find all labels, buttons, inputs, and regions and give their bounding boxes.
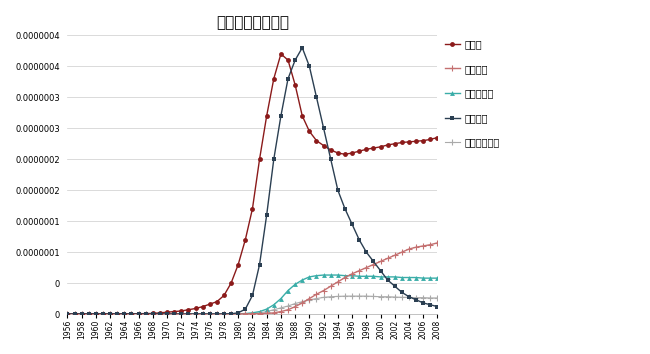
机器人	[163, 310, 171, 314]
专家系统	[398, 290, 406, 295]
自然语言处理	[277, 306, 285, 310]
计算机视觉	[398, 275, 406, 280]
计算机视觉	[284, 289, 292, 293]
自然语言处理	[341, 294, 349, 298]
机器学习	[64, 312, 72, 316]
专家系统	[163, 312, 171, 316]
机器学习	[163, 312, 171, 316]
Legend: 机器人, 机器学习, 计算机视觉, 专家系统, 自然语言处理: 机器人, 机器学习, 计算机视觉, 专家系统, 自然语言处理	[441, 35, 504, 152]
机器学习	[284, 308, 292, 312]
自然语言处理	[163, 312, 171, 316]
机器人	[291, 83, 299, 87]
自然语言处理	[356, 294, 363, 298]
Line: 自然语言处理: 自然语言处理	[64, 293, 441, 317]
专家系统	[306, 64, 313, 68]
自然语言处理	[298, 299, 306, 304]
专家系统	[356, 238, 363, 242]
Title: 人工智能发展趋势: 人工智能发展趋势	[216, 15, 289, 30]
专家系统	[434, 304, 441, 309]
机器学习	[391, 253, 398, 257]
自然语言处理	[434, 296, 441, 300]
机器学习	[277, 309, 285, 314]
机器人	[434, 136, 441, 140]
自然语言处理	[64, 312, 72, 316]
计算机视觉	[64, 312, 72, 316]
专家系统	[284, 76, 292, 81]
计算机视觉	[320, 273, 328, 277]
机器人	[356, 149, 363, 153]
自然语言处理	[398, 295, 406, 299]
专家系统	[277, 114, 285, 118]
机器人	[284, 58, 292, 62]
Line: 机器人: 机器人	[65, 51, 440, 316]
Line: 机器学习: 机器学习	[64, 240, 441, 317]
机器人	[398, 141, 406, 145]
机器学习	[434, 241, 441, 245]
计算机视觉	[163, 312, 171, 316]
机器人	[64, 312, 72, 316]
计算机视觉	[277, 296, 285, 301]
机器人	[306, 129, 313, 133]
自然语言处理	[284, 304, 292, 308]
专家系统	[64, 312, 72, 316]
计算机视觉	[434, 276, 441, 280]
Line: 计算机视觉: 计算机视觉	[65, 273, 440, 316]
机器学习	[298, 301, 306, 305]
计算机视觉	[298, 278, 306, 282]
专家系统	[298, 46, 306, 50]
Line: 专家系统: 专家系统	[65, 45, 440, 316]
计算机视觉	[356, 274, 363, 278]
机器学习	[348, 272, 356, 276]
机器人	[277, 52, 285, 56]
